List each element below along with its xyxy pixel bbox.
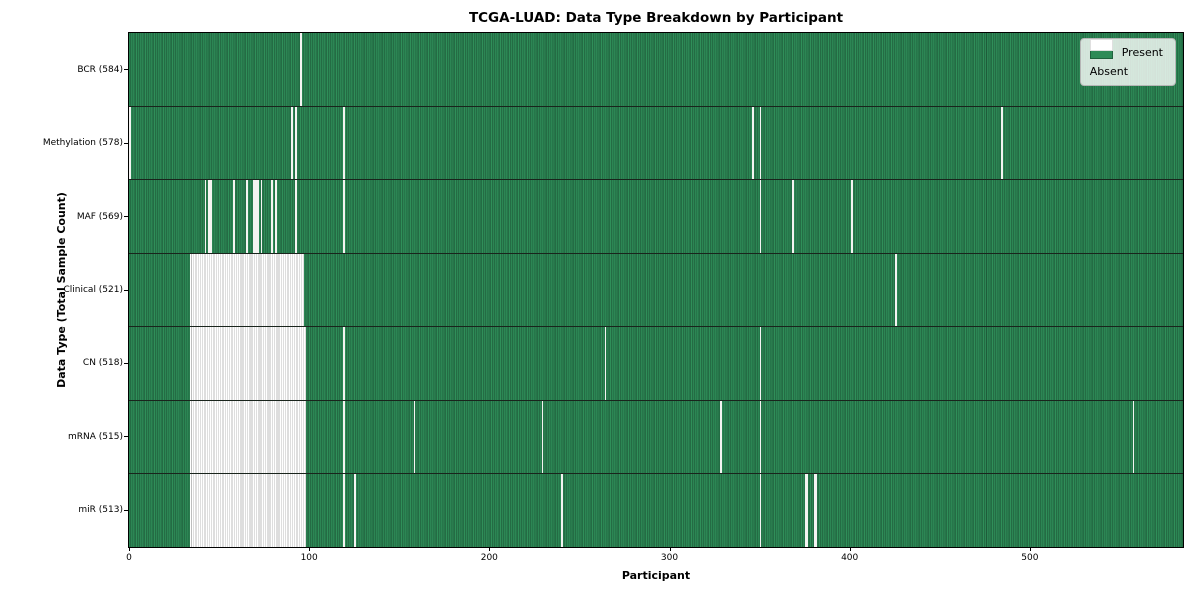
x-axis-title: Participant	[621, 569, 691, 582]
x-tick-mark	[849, 547, 851, 551]
heatmap-row-maf	[129, 179, 1183, 253]
y-tick-mark	[124, 69, 128, 71]
absent-stripe	[354, 474, 356, 548]
y-tick-mark	[124, 289, 128, 291]
x-tick-mark	[489, 547, 491, 551]
absent-stripe	[129, 106, 131, 180]
y-tick-label: mRNA (515)	[68, 431, 123, 442]
x-tick-label: 500	[1021, 553, 1039, 563]
absent-stripe	[190, 400, 306, 474]
absent-stripe	[271, 180, 274, 253]
y-tick-label: CN (518)	[82, 358, 123, 369]
absent-stripe	[759, 474, 762, 548]
legend: Present Absent	[1079, 38, 1176, 86]
legend-item-present: Present	[1089, 46, 1163, 59]
x-tick-mark	[1029, 547, 1031, 551]
legend-item-absent: Absent	[1089, 39, 1163, 78]
heatmap-row-clinical	[129, 252, 1183, 327]
absent-stripe	[343, 400, 346, 474]
chart-title: TCGA-LUAD: Data Type Breakdown by Partic…	[468, 10, 844, 26]
absent-stripe	[343, 180, 346, 253]
absent-stripe	[413, 400, 416, 474]
heatmap-row-mir	[129, 473, 1183, 548]
y-tick-label: BCR (584)	[77, 64, 123, 75]
absent-stripe	[759, 180, 762, 253]
x-tick-mark	[129, 547, 130, 551]
absent-stripe	[208, 180, 212, 253]
y-tick-mark	[124, 509, 128, 511]
absent-swatch-icon	[1089, 39, 1113, 51]
absent-stripe	[759, 327, 762, 400]
heatmap-row-bcr	[129, 33, 1183, 106]
y-tick-label: MAF (569)	[76, 211, 123, 222]
absent-stripe	[1001, 106, 1003, 180]
absent-stripe	[204, 180, 207, 253]
absent-stripe	[541, 400, 544, 474]
x-tick-mark	[309, 547, 311, 551]
y-tick-mark	[124, 362, 128, 364]
absent-stripe	[294, 180, 297, 253]
y-tick-label: miR (513)	[78, 505, 123, 516]
absent-stripe	[300, 33, 302, 106]
heatmap-row-methylation	[129, 105, 1183, 180]
absent-stripe	[253, 180, 259, 253]
y-tick-mark	[124, 142, 128, 144]
heatmap-row-cn	[129, 326, 1183, 400]
absent-stripe	[604, 327, 607, 400]
y-tick-label: Methylation (578)	[42, 138, 123, 149]
absent-stripe	[719, 400, 722, 474]
heatmap-row-mrna	[129, 399, 1183, 474]
x-tick-label: 0	[126, 553, 132, 563]
absent-stripe	[894, 253, 897, 327]
x-tick-label: 300	[660, 553, 679, 563]
x-tick-label: 400	[841, 553, 859, 563]
absent-stripe	[561, 474, 564, 548]
absent-stripe	[291, 106, 293, 180]
x-tick-mark	[669, 547, 671, 551]
absent-stripe	[190, 327, 306, 400]
absent-stripe	[260, 180, 263, 253]
absent-stripe	[851, 180, 854, 253]
absent-stripe	[343, 474, 346, 548]
x-tick-label: 100	[300, 553, 318, 563]
absent-stripe	[1132, 400, 1135, 474]
absent-stripe	[190, 253, 304, 327]
absent-stripe	[804, 474, 809, 548]
legend-absent-label: Absent	[1089, 65, 1129, 78]
absent-stripe	[343, 106, 346, 180]
absent-stripe	[792, 180, 794, 253]
absent-stripe	[752, 106, 755, 180]
absent-stripe	[813, 474, 818, 548]
absent-stripe	[246, 180, 248, 253]
absent-stripe	[759, 400, 762, 474]
y-tick-mark	[124, 436, 128, 438]
x-tick-label: 200	[480, 553, 498, 563]
absent-stripe	[190, 474, 306, 548]
absent-stripe	[274, 180, 277, 253]
y-tick-mark	[124, 216, 128, 218]
absent-stripe	[343, 327, 346, 400]
y-tick-label: Clinical (521)	[63, 285, 123, 295]
absent-stripe	[759, 106, 762, 180]
legend-present-label: Present	[1121, 46, 1163, 59]
absent-stripe	[233, 180, 236, 253]
absent-stripe	[294, 106, 297, 180]
plot-area	[128, 32, 1184, 548]
